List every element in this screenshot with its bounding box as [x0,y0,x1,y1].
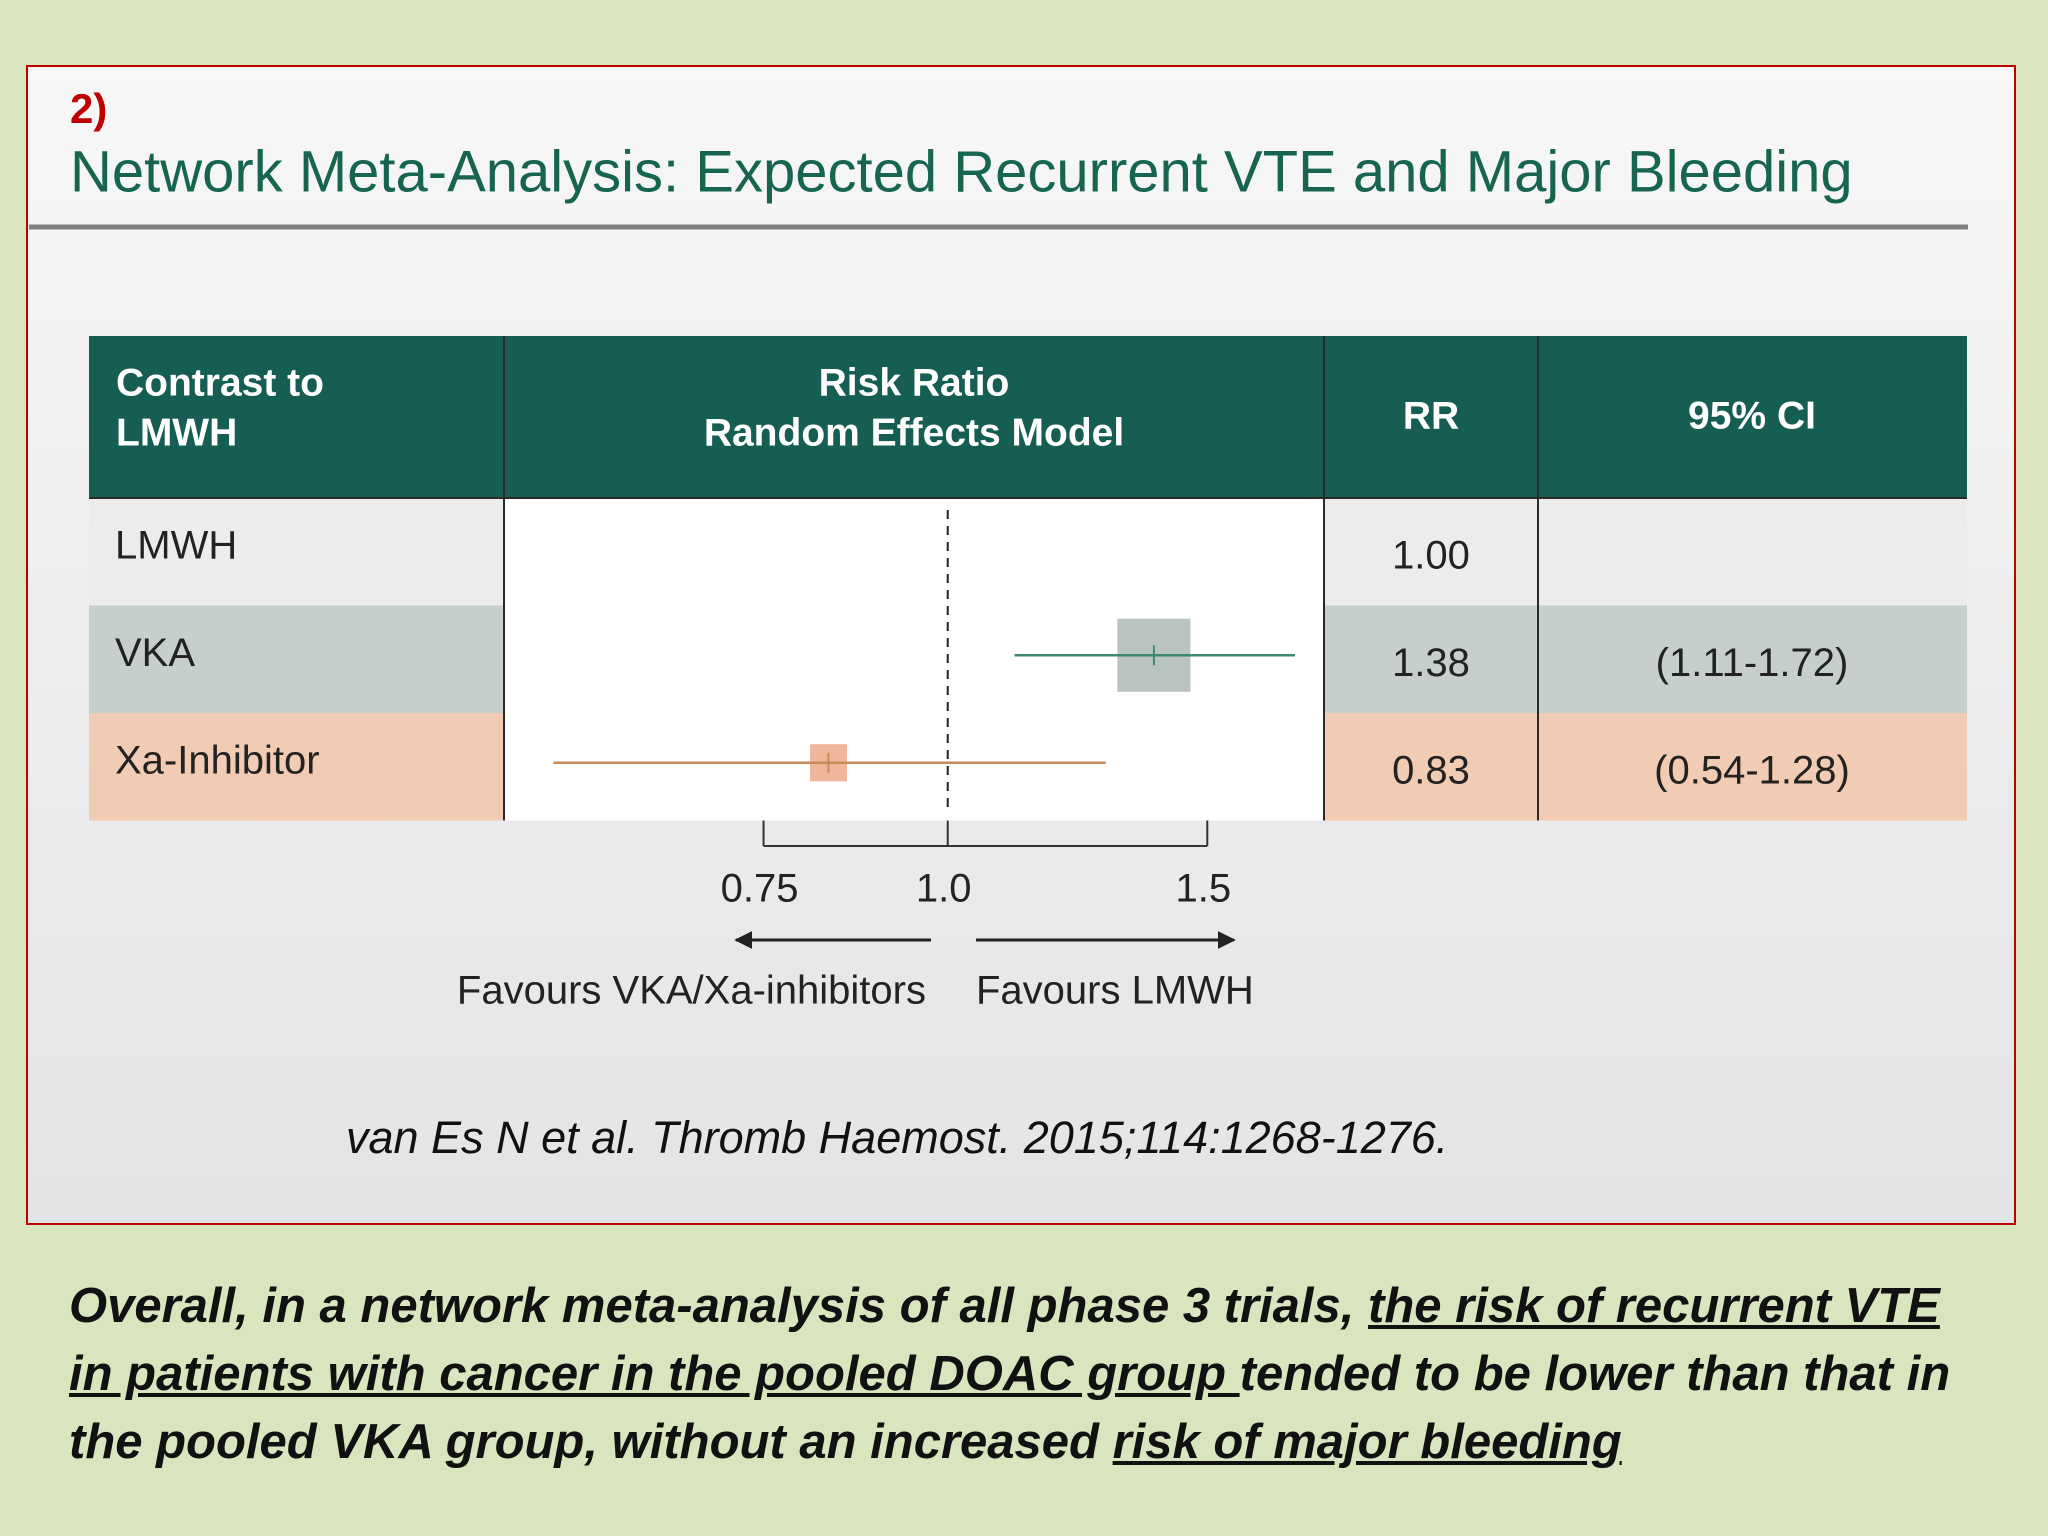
ci-label: (1.11-1.72) [1656,641,1849,685]
column-header: RR [1403,394,1459,437]
summary: Overall, in a network meta-analysis of a… [69,1272,1984,1476]
direction-label: Favours VKA/Xa-inhibitors [457,969,926,1013]
row-label: VKA [115,631,195,675]
summary-text: tended to be lower than that in the pool… [69,1347,1951,1469]
rr-label: 0.83 [1392,748,1470,792]
column-header: 95% CI [1688,394,1816,437]
direction-label: Favours LMWH [976,969,1254,1013]
summary-text: the risk of recurrent VTE in patients wi… [69,1279,1940,1401]
x-tick-label: 1.0 [916,867,972,911]
table-header [89,336,1967,498]
column-header: LMWH [116,411,237,454]
plot-background [504,713,1324,821]
ci-label: (0.54-1.28) [1654,748,1850,792]
x-tick-label: 1.5 [1175,867,1231,911]
summary-text: risk of major bleeding [1112,1415,1622,1469]
row-label: Xa-Inhibitor [115,738,320,782]
plot-background [504,498,1324,606]
rr-label: 1.00 [1392,533,1470,577]
column-header: Contrast to [116,361,324,404]
citation: van Es N et al. Thromb Haemost. 2015;114… [346,1112,1448,1163]
slide-title: Network Meta-Analysis: Expected Recurren… [70,139,1853,204]
summary-text: Overall, in a network meta-analysis of a… [69,1279,1369,1333]
plot-background [504,605,1324,713]
rr-label: 1.38 [1392,641,1470,685]
slide-label: 2) [70,85,107,132]
column-header: Risk Ratio [819,361,1010,404]
row-label: LMWH [115,523,237,567]
column-header: Random Effects Model [704,411,1124,454]
x-tick-label: 0.75 [721,867,799,911]
